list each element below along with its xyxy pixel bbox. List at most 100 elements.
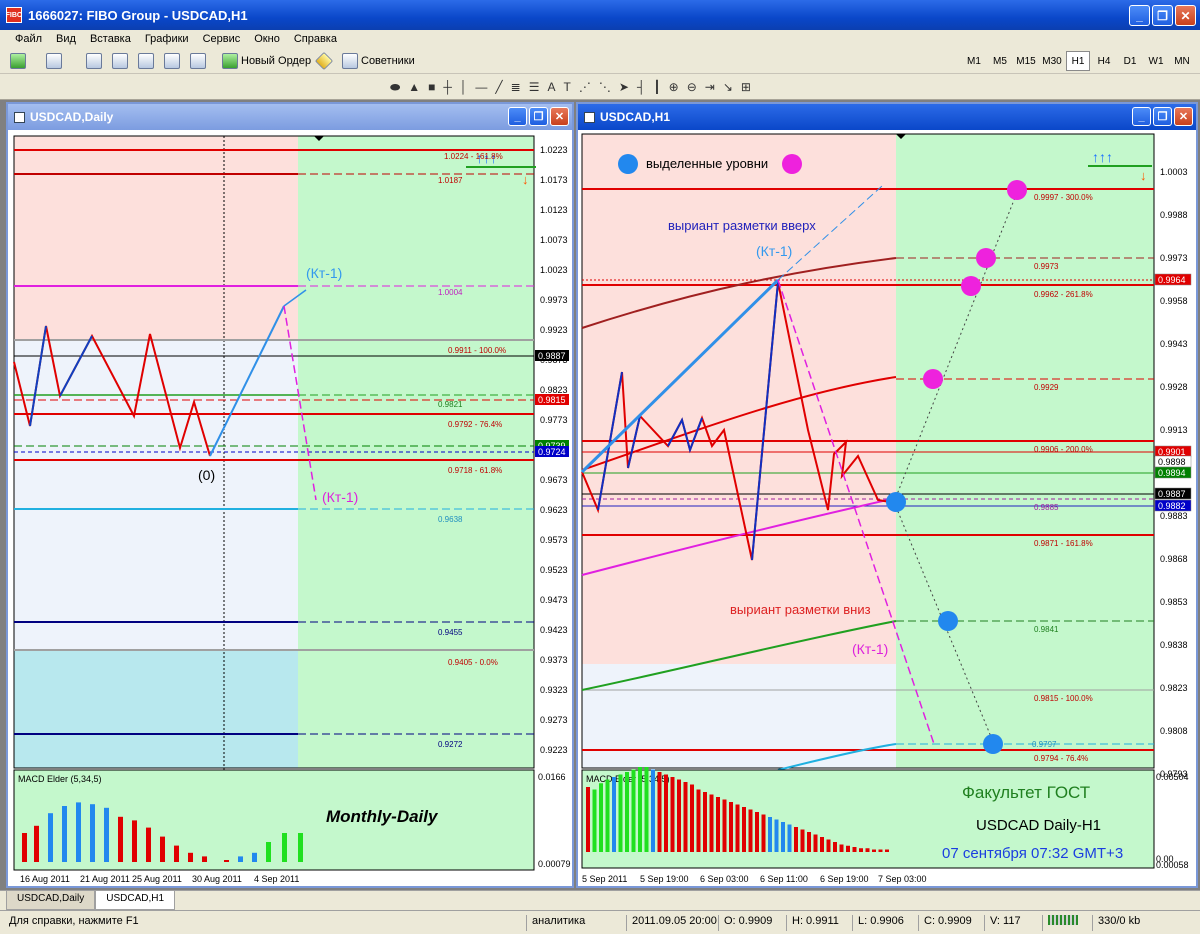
macd-bar <box>592 789 597 852</box>
y-axis-tick-label: 0.9928 <box>1160 382 1188 392</box>
new-order-icon <box>222 53 238 69</box>
y-axis-tick-label: 0.9373 <box>540 655 568 665</box>
favorites-icon[interactable] <box>138 53 154 69</box>
chart-window-titlebar-active[interactable]: USDCAD,H1 _ ❐ ✕ <box>578 104 1196 130</box>
status-bar: Для справки, нажмите F1 аналитика 2011.0… <box>0 910 1200 934</box>
y-axis-tick-label: 0.9823 <box>1160 683 1188 693</box>
tab-usdcad-h1[interactable]: USDCAD,H1 <box>95 891 176 910</box>
macd-bar <box>282 833 287 862</box>
close-button[interactable]: ✕ <box>1175 5 1196 26</box>
kt-down-annotation: (Кт-1) <box>322 489 358 505</box>
vertical-line-icon[interactable]: │ <box>459 80 468 94</box>
menu-view[interactable]: Вид <box>56 33 76 45</box>
minimize-button[interactable]: _ <box>1129 5 1150 26</box>
bar-chart-icon[interactable]: ┤ <box>636 80 646 94</box>
trendline-icon[interactable]: ╱ <box>495 80 503 94</box>
horizontal-line-icon[interactable]: — <box>475 80 488 94</box>
tf-m5[interactable]: M5 <box>993 55 1007 67</box>
text-tool-icon[interactable]: A <box>547 80 556 94</box>
menu-help[interactable]: Справка <box>293 33 337 45</box>
macd-bar <box>839 844 844 852</box>
chart-window-titlebar[interactable]: USDCAD,Daily _ ❐ ✕ <box>8 104 572 130</box>
market-watch-icon[interactable] <box>86 53 102 69</box>
variant-down-annotation: выриант разметки вниз <box>730 602 871 617</box>
y-axis-tick-label: 1.0003 <box>1160 167 1188 177</box>
price-tag-label: 0.9898 <box>1158 457 1186 467</box>
macd-bar <box>677 779 681 852</box>
menu-tools[interactable]: Сервис <box>202 33 241 45</box>
tf-m30[interactable]: M30 <box>1042 55 1062 67</box>
h1-chart-canvas[interactable]: выделенные уровни ↑↑↑ ↓ выриант разметки… <box>578 130 1196 886</box>
y-axis-tick-label: 1.0123 <box>540 205 568 215</box>
macd-bar <box>683 782 688 852</box>
navigator-icon[interactable] <box>112 53 128 69</box>
chart-minimize-button[interactable]: _ <box>508 107 527 126</box>
chart-restore-button[interactable]: ❐ <box>1153 107 1172 126</box>
advisors-button[interactable]: Советники <box>342 51 415 71</box>
y-axis-tick-label: 0.9913 <box>1160 425 1188 435</box>
ellipse-tool-icon[interactable]: ⬬ <box>390 79 401 94</box>
tf-h1[interactable]: H1 <box>1066 51 1090 71</box>
tester-icon[interactable] <box>190 53 206 69</box>
tf-d1[interactable]: D1 <box>1123 55 1137 67</box>
macd-bar <box>781 822 785 852</box>
fibo-level-label: 0.9885 <box>1034 503 1059 512</box>
fibo-level-label: 0.9815 - 100.0% <box>1034 694 1093 703</box>
fibo-fan-icon[interactable]: ⋰ <box>578 80 591 94</box>
chart-close-button[interactable]: ✕ <box>1174 107 1193 126</box>
fibo-level-label: 0.9962 - 261.8% <box>1034 290 1093 299</box>
tf-m15[interactable]: M15 <box>1016 55 1036 67</box>
chart-minimize-button[interactable]: _ <box>1132 107 1151 126</box>
x-axis-tick-label: 5 Sep 2011 <box>582 874 627 884</box>
fibo-retracement-icon[interactable]: ≣ <box>510 80 521 94</box>
text-label-icon[interactable]: T <box>563 80 571 94</box>
tab-usdcad-daily[interactable]: USDCAD,Daily <box>6 891 96 910</box>
menu-charts[interactable]: Графики <box>144 33 189 45</box>
expert-advisors-toggle-icon[interactable] <box>314 51 334 71</box>
macd-bar <box>664 774 668 852</box>
menu-insert[interactable]: Вставка <box>89 33 131 45</box>
macd-bar <box>885 849 889 852</box>
menu-file[interactable]: Файл <box>15 33 43 45</box>
macd-bar <box>252 852 257 862</box>
fibo-level-label: 0.9929 <box>1034 383 1059 392</box>
y-axis-tick-label: 0.9883 <box>1160 511 1188 521</box>
y-axis-tick-label: 0.9323 <box>540 685 568 695</box>
restore-button[interactable]: ❐ <box>1152 5 1173 26</box>
chart-window-daily[interactable]: USDCAD,Daily _ ❐ ✕ <box>6 102 574 888</box>
macd-bar <box>118 816 123 862</box>
new-order-button[interactable]: Новый Ордер <box>222 51 311 71</box>
crosshair-tool-icon[interactable]: ┼ <box>443 80 452 94</box>
tf-h4[interactable]: H4 <box>1097 55 1111 67</box>
zoom-in-icon[interactable]: ⊕ <box>668 80 679 94</box>
menu-window[interactable]: Окно <box>254 33 280 45</box>
chart-close-button[interactable]: ✕ <box>550 107 569 126</box>
indicators-icon[interactable]: ⊞ <box>740 80 751 94</box>
terminal-icon[interactable] <box>164 53 180 69</box>
profiles-icon[interactable] <box>46 53 62 69</box>
macd-bar <box>794 827 798 852</box>
rectangle-tool-icon[interactable]: ■ <box>428 80 436 94</box>
fibo-expansion-icon[interactable]: ☰ <box>528 80 540 94</box>
indicator-label: MACD Elder (5,34,5) <box>18 774 102 784</box>
macd-bar <box>62 806 67 862</box>
standard-toolbar: Новый Ордер Советники M1 M5 M15 M30 H1 H… <box>0 48 1200 74</box>
tf-m1[interactable]: M1 <box>967 55 981 67</box>
autoscroll-icon[interactable]: ↘ <box>722 80 733 94</box>
tf-mn[interactable]: MN <box>1174 55 1190 67</box>
new-chart-icon[interactable] <box>10 53 26 69</box>
fibo-level-label: 0.9871 - 161.8% <box>1034 539 1093 548</box>
triangle-tool-icon[interactable]: ▲ <box>408 80 421 94</box>
zoom-out-icon[interactable]: ⊖ <box>686 80 697 94</box>
macd-bar <box>742 807 746 852</box>
fibo-arcs-icon[interactable]: ⋱ <box>598 80 611 94</box>
chart-restore-button[interactable]: ❐ <box>529 107 548 126</box>
chart-shift-icon[interactable]: ⇥ <box>704 80 715 94</box>
tf-w1[interactable]: W1 <box>1148 55 1164 67</box>
arrows-tool-icon[interactable]: ➤ <box>618 80 629 94</box>
daily-chart-canvas[interactable]: ↑↑↑ ↓ (Кт-1) (Кт-1) (0) 1.0224 - 161.8% 1… <box>8 130 572 886</box>
candles-icon[interactable]: ┃ <box>653 80 661 94</box>
chart-window-h1[interactable]: USDCAD,H1 _ ❐ ✕ <box>576 102 1198 888</box>
status-profile: аналитика <box>526 915 585 931</box>
status-datetime: 2011.09.05 20:00 <box>626 915 717 931</box>
